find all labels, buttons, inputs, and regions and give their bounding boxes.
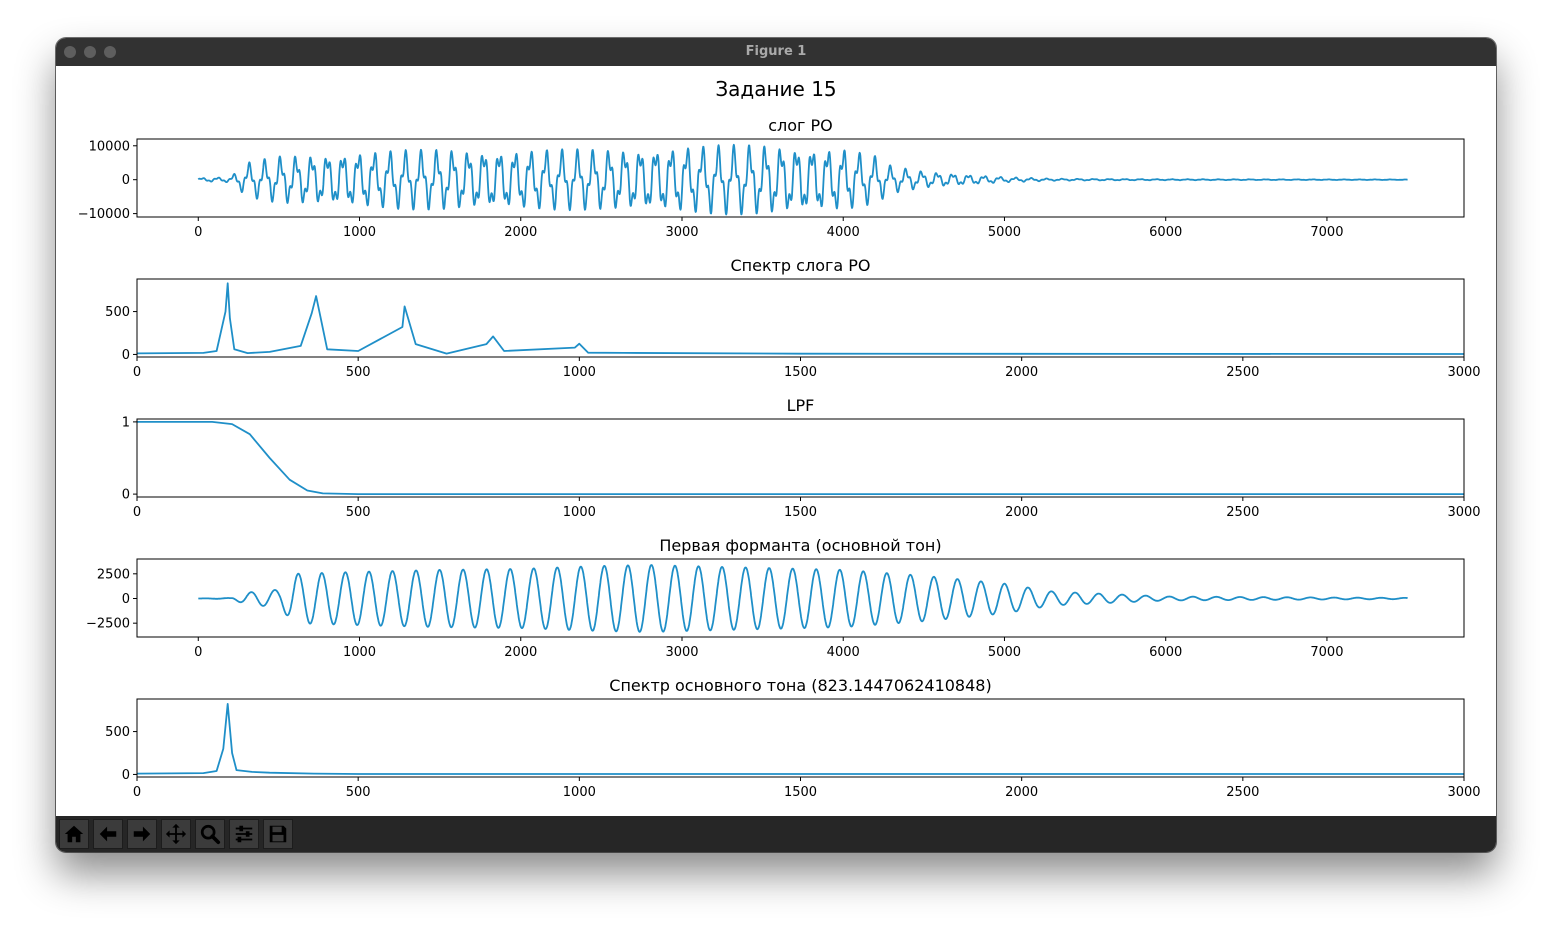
x-tick-label: 5000: [988, 645, 1021, 660]
x-tick-label: 500: [346, 365, 371, 380]
home-icon: [64, 825, 84, 843]
x-tick-label: 1000: [563, 785, 596, 800]
x-tick-label: 1500: [784, 785, 817, 800]
x-tick-label: 2000: [504, 645, 537, 660]
y-tick-label: 2500: [97, 567, 130, 582]
y-tick-label: 0: [122, 173, 130, 188]
figure-suptitle: Задание 15: [715, 77, 836, 101]
x-tick-label: 1000: [563, 365, 596, 380]
x-tick-label: 2500: [1226, 505, 1259, 520]
axes-frame: [136, 418, 1465, 498]
axes-frame: [136, 138, 1465, 218]
data-line: [136, 282, 1465, 355]
y-tick-label: 0: [122, 592, 130, 607]
axes-frame: [136, 278, 1465, 358]
x-tick-label: 2000: [1005, 505, 1038, 520]
subplot-3: LPF 0 500 1000 1500 2000 2500 3000 1 0: [122, 396, 1481, 520]
x-tick-label: 2000: [1005, 365, 1038, 380]
x-tick-label: 3000: [665, 225, 698, 240]
subplot-2: Спектр слога РО 0 500 1000 1500 2000 2500 3000 5…: [105, 256, 1480, 380]
x-tick-label: 3000: [1447, 505, 1480, 520]
subplot-title: Первая форманта (основной тон): [659, 536, 941, 555]
zoom-window-button[interactable]: [104, 46, 116, 58]
x-tick-label: 0: [133, 785, 141, 800]
x-tick-label: 1000: [343, 225, 376, 240]
x-tick-label: 7000: [1310, 645, 1343, 660]
magnifier-icon: [200, 824, 221, 845]
data-line: [197, 143, 1409, 216]
x-tick-label: 2000: [504, 225, 537, 240]
configure-subplots-button[interactable]: [229, 819, 259, 849]
x-tick-label: 0: [194, 225, 202, 240]
y-tick-label: 500: [105, 305, 130, 320]
x-tick-label: 4000: [827, 645, 860, 660]
title-bar: Figure 1: [56, 38, 1496, 66]
y-tick-label: 0: [122, 768, 130, 783]
x-tick-label: 0: [194, 645, 202, 660]
navigation-toolbar: [56, 816, 1496, 852]
x-tick-label: 500: [346, 785, 371, 800]
subplot-title: Спектр основного тона (823.1447062410848…: [609, 676, 991, 695]
y-tick-label: 1: [122, 415, 130, 430]
x-tick-label: 6000: [1149, 645, 1182, 660]
x-tick-label: 7000: [1310, 225, 1343, 240]
subplot-title: LPF: [787, 396, 815, 415]
sliders-icon: [235, 825, 253, 843]
close-window-button[interactable]: [64, 46, 76, 58]
x-tick-label: 2500: [1226, 365, 1259, 380]
subplot-title: слог РО: [768, 116, 833, 135]
x-tick-label: 500: [346, 505, 371, 520]
x-tick-label: 3000: [1447, 365, 1480, 380]
x-tick-label: 5000: [988, 225, 1021, 240]
minimize-window-button[interactable]: [84, 46, 96, 58]
subplot-title: Спектр слога РО: [730, 256, 870, 275]
x-tick-label: 1500: [784, 505, 817, 520]
y-tick-label: 0: [122, 348, 130, 363]
x-tick-label: 1000: [563, 505, 596, 520]
figure-svg: Задание 15 слог РО0 1000 2000 3000 4000 5000 6…: [78, 77, 1481, 800]
y-tick-label: 0: [122, 488, 130, 503]
x-tick-label: 3000: [665, 645, 698, 660]
subplot-5: Спектр основного тона (823.1447062410848…: [105, 676, 1480, 800]
figure-canvas[interactable]: Задание 15 слог РО 0 1000 2000 3000 4000 5000 6…: [56, 66, 1496, 816]
data-line: [197, 564, 1409, 633]
data-line: [136, 703, 1464, 775]
home-button[interactable]: [59, 819, 89, 849]
x-tick-label: 3000: [1447, 785, 1480, 800]
forward-button[interactable]: [127, 819, 157, 849]
figure-window: Figure 1 Задание 15 слог РО 0 1000 2000 3000…: [56, 38, 1496, 852]
x-tick-label: 2500: [1226, 785, 1259, 800]
data-line: [137, 421, 1464, 495]
x-tick-label: 0: [133, 505, 141, 520]
move-icon: [165, 823, 187, 845]
y-tick-label: −2500: [86, 617, 130, 632]
x-tick-label: 6000: [1149, 225, 1182, 240]
pan-button[interactable]: [161, 819, 191, 849]
subplot-4: Первая форманта (основной тон) 0 1000 2000 3…: [86, 536, 1465, 660]
back-button[interactable]: [93, 819, 123, 849]
y-tick-label: 500: [105, 725, 130, 740]
x-tick-label: 0: [133, 365, 141, 380]
subplot-1: слог РО 0 1000 2000 3000 4000 5000 6000 7000 1000…: [78, 116, 1465, 240]
y-tick-label: −10000: [78, 207, 130, 222]
zoom-button[interactable]: [195, 819, 225, 849]
save-button[interactable]: [263, 819, 293, 849]
floppy-disk-icon: [269, 825, 287, 843]
x-tick-label: 4000: [827, 225, 860, 240]
x-tick-label: 2000: [1005, 785, 1038, 800]
axes-frame: [136, 698, 1465, 778]
x-tick-label: 1000: [343, 645, 376, 660]
x-tick-label: 1500: [784, 365, 817, 380]
arrow-left-icon: [99, 826, 117, 842]
y-tick-label: 10000: [89, 139, 130, 154]
window-title: Figure 1: [745, 44, 807, 59]
arrow-right-icon: [133, 826, 151, 842]
